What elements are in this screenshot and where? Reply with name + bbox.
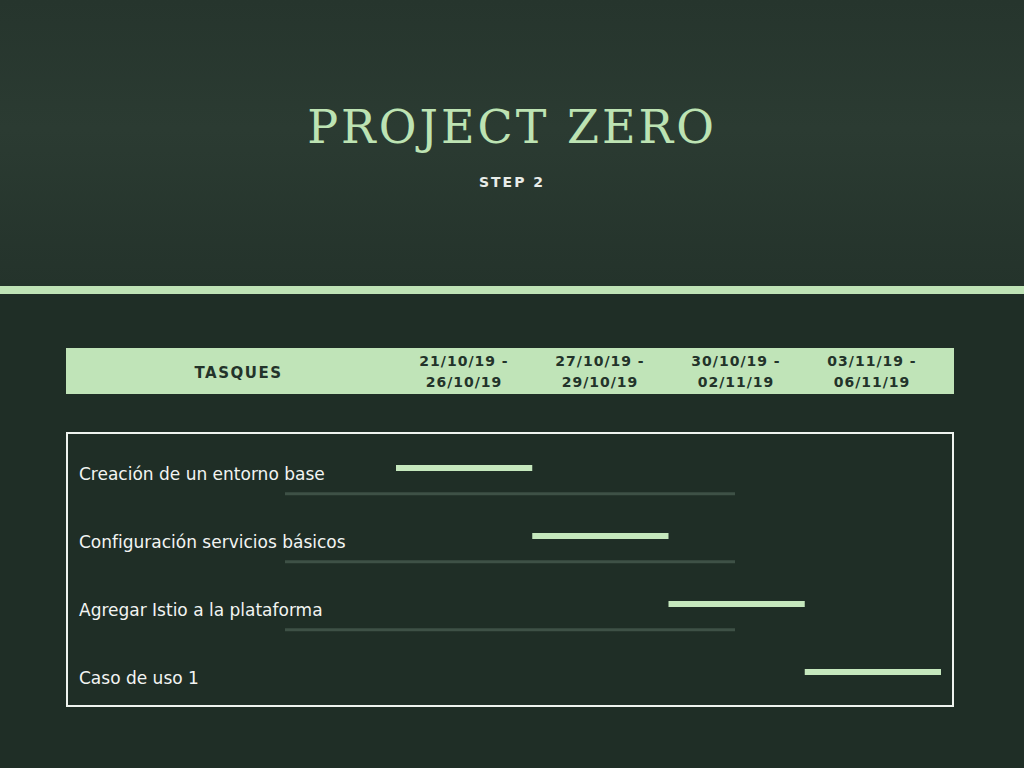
svg-text:Agregar Istio a la plataforma: Agregar Istio a la plataforma (79, 600, 323, 620)
html-text:TASQUES: TASQUES (194, 364, 283, 382)
html-text:30/10/19 - 02/11/19: 30/10/19 - 02/11/19 (691, 353, 781, 390)
html-text:STEP 2: STEP 2 (479, 174, 545, 190)
html-text:PROJECT ZERO: PROJECT ZERO (307, 100, 717, 154)
html-text:21/10/19 - 26/10/19: 21/10/19 - 26/10/19 (419, 353, 509, 390)
svg-text:Creación de un entorno base: Creación de un entorno base (79, 464, 325, 484)
svg-text:Configuración servicios básico: Configuración servicios básicos (79, 532, 346, 552)
html-text:27/10/19 - 29/10/19: 27/10/19 - 29/10/19 (555, 353, 645, 390)
svg-text:Caso de uso 1: Caso de uso 1 (79, 668, 199, 688)
html-text:03/11/19 - 06/11/19: 03/11/19 - 06/11/19 (827, 353, 917, 390)
